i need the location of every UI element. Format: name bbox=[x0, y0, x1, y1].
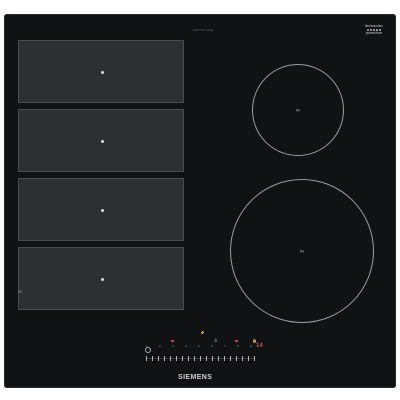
lock-icon[interactable]: 🔒 bbox=[252, 338, 257, 343]
flex-zone-label: IN bbox=[18, 289, 22, 294]
round-zone-small[interactable]: IN bbox=[252, 64, 344, 156]
touch-slider[interactable]: 1 2 3 4 5 6 7 8 9 bbox=[128, 344, 276, 368]
badge-line-2: powerMove bbox=[365, 31, 383, 35]
zone-marker: IN bbox=[296, 107, 300, 113]
brand-logo: SIEMENS bbox=[178, 374, 213, 381]
panel-number: 8 bbox=[237, 344, 239, 348]
badge-dots bbox=[358, 29, 390, 31]
panel-number: 7 bbox=[224, 344, 226, 348]
panel-number: 1 bbox=[146, 344, 148, 348]
timer-icon[interactable]: ⏱ bbox=[214, 338, 218, 343]
feature-badge: flexInduction powerMove bbox=[358, 24, 390, 46]
panel-number: 2 bbox=[159, 344, 161, 348]
flex-zone-2[interactable] bbox=[18, 109, 184, 172]
panel-number: 5 bbox=[198, 344, 200, 348]
round-zone-large[interactable]: IN bbox=[230, 179, 374, 323]
panel-number: 4 bbox=[185, 344, 187, 348]
zone-marker: IN bbox=[300, 248, 304, 254]
indicator-red bbox=[235, 340, 238, 342]
cooktop-glass: EX675LYC1E flexInduction powerMove IN IN… bbox=[4, 14, 396, 388]
power-level-display: 14 bbox=[256, 343, 263, 349]
flex-zone-4[interactable] bbox=[18, 247, 184, 310]
power-icon[interactable] bbox=[145, 347, 151, 353]
zone-dot bbox=[101, 140, 104, 143]
indicator-red bbox=[171, 340, 174, 342]
zone-dot bbox=[101, 71, 104, 74]
zone-dot bbox=[101, 209, 104, 212]
panel-number: 9 bbox=[250, 344, 252, 348]
flex-zone-3[interactable] bbox=[18, 178, 184, 241]
badge-line-1: flexInduction bbox=[365, 24, 383, 28]
model-code: EX675LYC1E bbox=[192, 28, 214, 32]
zone-dot bbox=[101, 278, 104, 281]
panel-number: 6 bbox=[211, 344, 213, 348]
boost-icon[interactable]: ⚡ bbox=[200, 330, 205, 335]
flex-zone-1[interactable] bbox=[18, 40, 184, 103]
panel-number: 3 bbox=[172, 344, 174, 348]
